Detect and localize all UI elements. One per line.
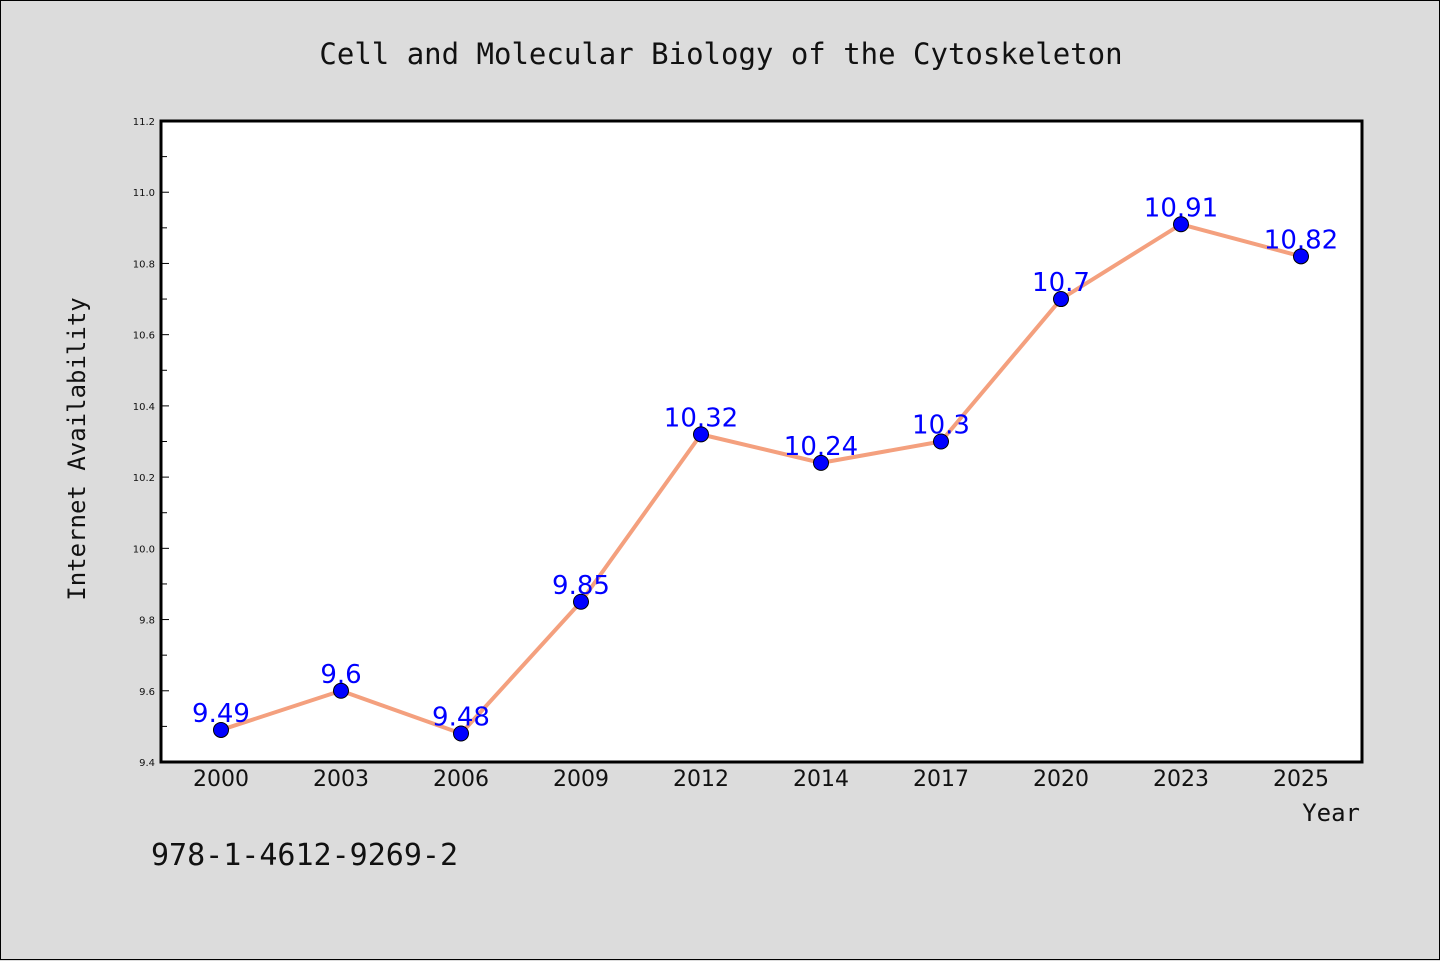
x-tick-label: 2014 (793, 767, 849, 792)
y-tick-label: 9.6 (139, 687, 155, 698)
data-label: 9.48 (432, 703, 490, 733)
data-label: 10.82 (1264, 225, 1338, 255)
data-point (573, 593, 589, 610)
plot-area (159, 119, 1364, 764)
y-tick-label: 11.2 (133, 117, 155, 128)
x-tick-label: 2025 (1273, 767, 1329, 792)
data-label: 10.32 (664, 403, 738, 433)
x-tick-label: 2000 (193, 767, 249, 792)
y-tick-label: 10.6 (133, 331, 155, 342)
y-tick-label: 10.0 (133, 544, 155, 555)
data-point (333, 682, 349, 699)
x-tick-label: 2006 (433, 767, 489, 792)
x-tick-label: 2003 (313, 767, 369, 792)
data-label: 9.6 (320, 660, 361, 690)
x-tick-label: 2020 (1033, 767, 1089, 792)
data-label: 10.24 (784, 432, 858, 462)
data-point (813, 454, 829, 471)
y-tick-label: 10.8 (133, 259, 155, 270)
x-tick-label: 2017 (913, 767, 969, 792)
y-tick-label: 11.0 (133, 188, 155, 199)
y-tick-label: 9.4 (139, 758, 155, 769)
data-label: 10.91 (1144, 193, 1218, 223)
data-label: 9.49 (192, 699, 250, 729)
x-tick-label: 2009 (553, 767, 609, 792)
data-point (1293, 248, 1309, 265)
y-tick-label: 9.8 (139, 616, 155, 627)
data-label: 10.7 (1032, 268, 1090, 298)
x-axis: 2000 2003 2006 2009 2012 2014 2017 2020 2023 2025 (193, 767, 1329, 792)
y-tick-label: 10.2 (133, 473, 155, 484)
data-point (213, 721, 229, 738)
y-axis-label: Internet Availability (63, 297, 91, 600)
data-label: 9.85 (552, 571, 610, 601)
data-point (1053, 291, 1069, 308)
isbn-footnote: 978-1-4612-9269-2 (151, 838, 458, 873)
x-tick-label: 2023 (1153, 767, 1209, 792)
data-point (1173, 216, 1189, 233)
data-point (453, 725, 469, 742)
series-line (220, 222, 1302, 736)
data-point (933, 433, 949, 450)
data-point (693, 426, 709, 443)
y-tick-label: 10.4 (133, 402, 155, 413)
x-tick-label: 2012 (673, 767, 729, 792)
y-axis: 9.4 9.6 9.8 10.0 10.2 10.4 10.6 10.8 11.0 11.2 (133, 117, 169, 769)
series-group: 9.49 9.6 9.48 9.85 10.32 10.24 10.3 10.7 10.91 10… (192, 193, 1338, 742)
x-axis-label: Year (1302, 799, 1360, 827)
chart-title: Cell and Molecular Biology of the Cytosk… (319, 37, 1122, 71)
data-label: 10.3 (912, 411, 970, 441)
